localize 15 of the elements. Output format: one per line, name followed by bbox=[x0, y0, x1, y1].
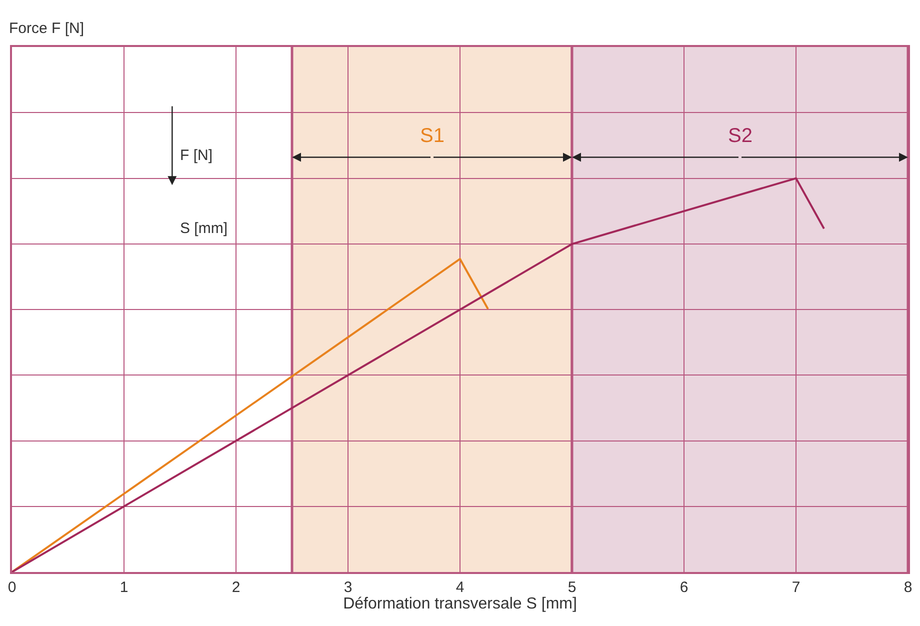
x-tick-label: 8 bbox=[904, 578, 912, 596]
x-tick-label: 4 bbox=[456, 578, 464, 596]
text: Force F [N] bbox=[9, 20, 84, 37]
band-label: S1 bbox=[420, 125, 444, 147]
x-tick-label: 0 bbox=[8, 578, 16, 596]
x-tick-label: 5 bbox=[568, 578, 576, 596]
x-tick-label: 3 bbox=[344, 578, 352, 596]
annotation: S [mm] bbox=[180, 220, 228, 237]
x-tick-label: 2 bbox=[232, 578, 240, 596]
x-axis-title: Déformation transversale S [mm] bbox=[343, 596, 577, 613]
x-tick-label: 7 bbox=[792, 578, 800, 596]
text: F [N] bbox=[180, 147, 212, 164]
x-tick-label: 1 bbox=[120, 578, 128, 596]
x-tick-label: 6 bbox=[680, 578, 688, 596]
band-label: S2 bbox=[728, 125, 752, 147]
